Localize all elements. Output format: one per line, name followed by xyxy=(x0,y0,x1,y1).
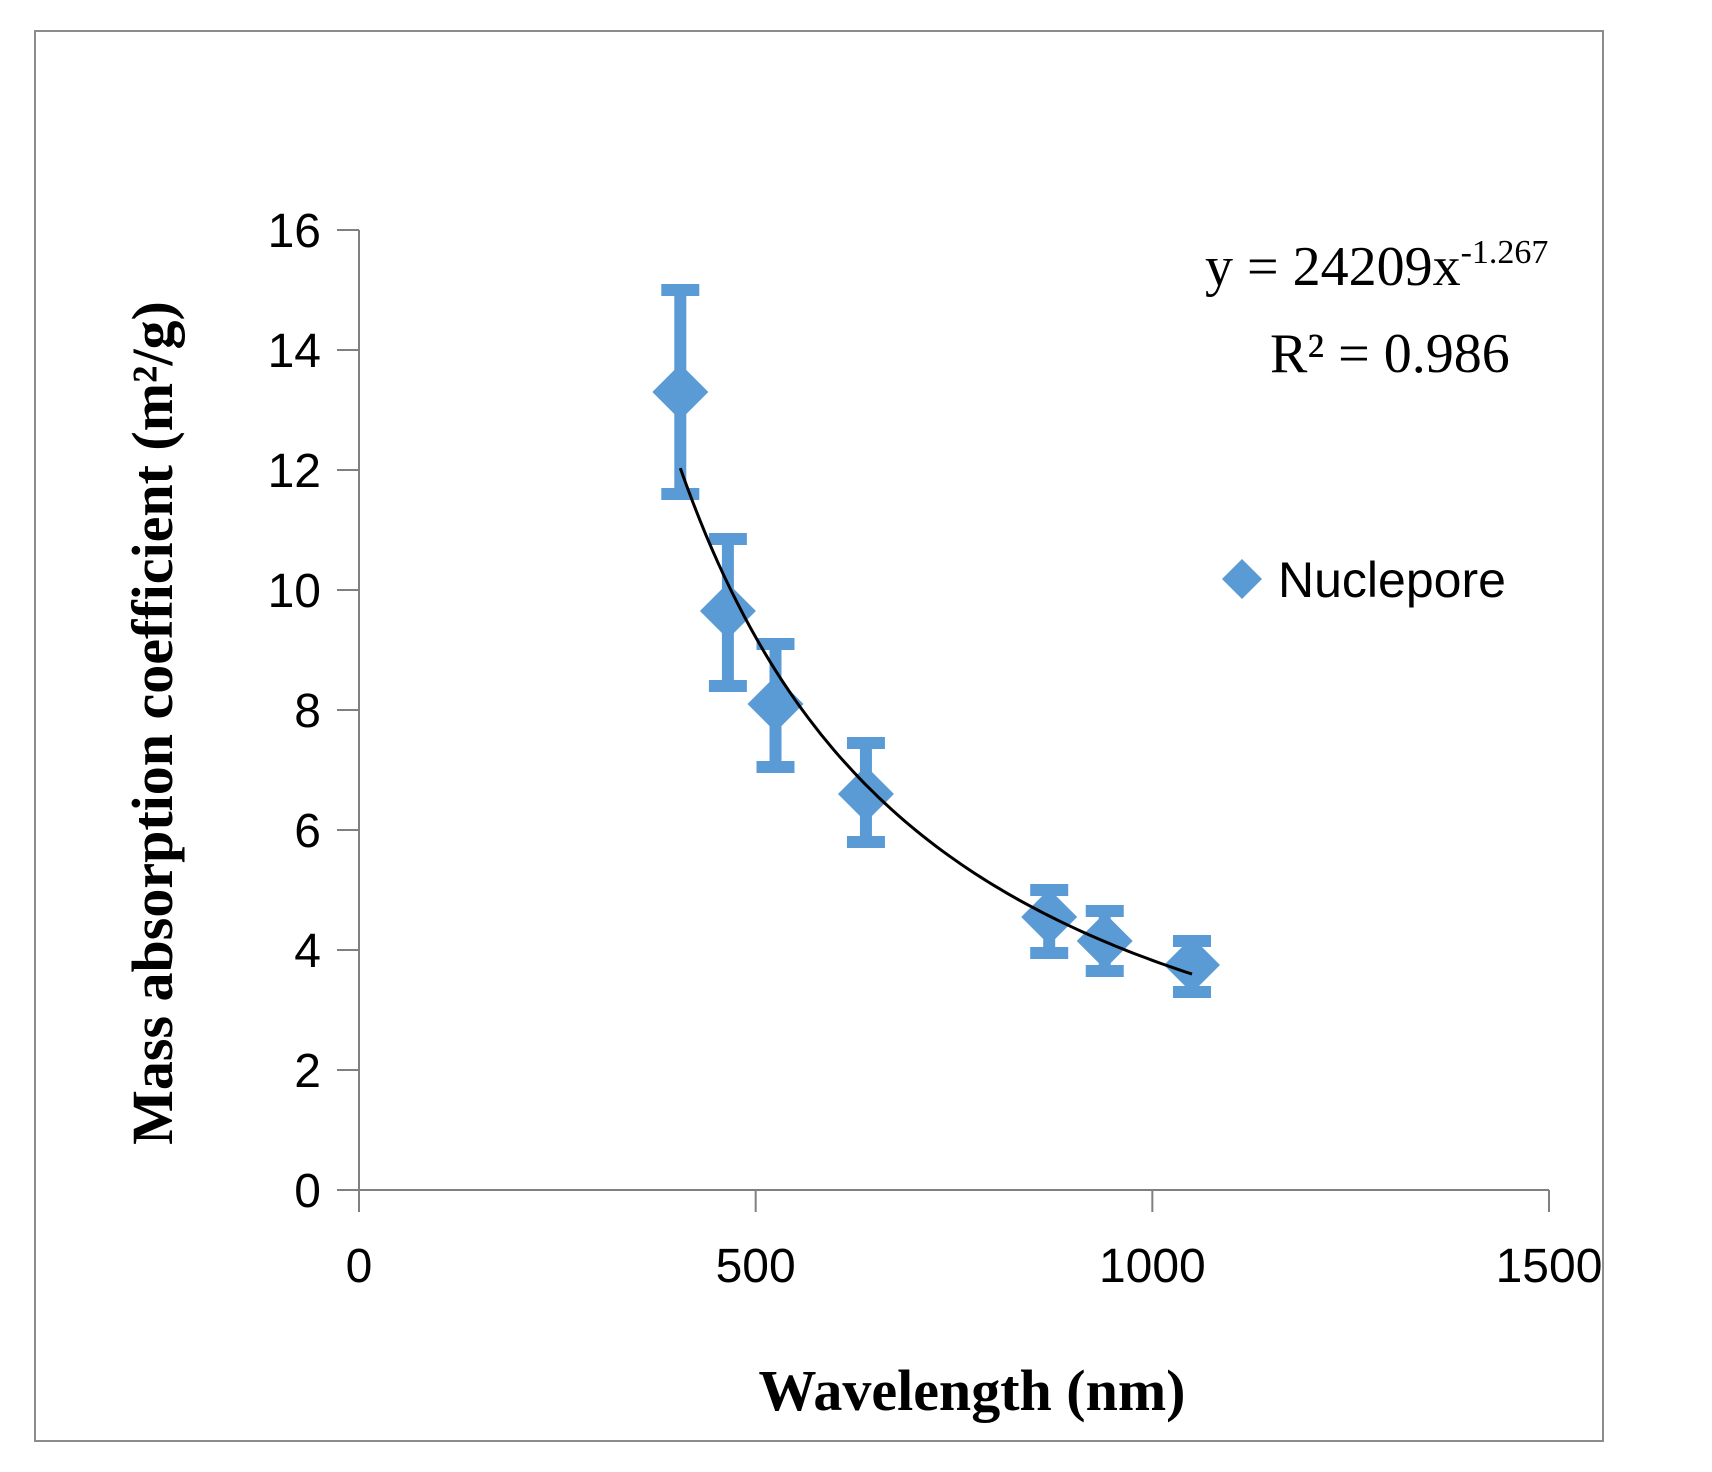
power-trendline xyxy=(678,467,1193,976)
y-tick-label: 10 xyxy=(268,565,321,618)
y-tick-label: 12 xyxy=(268,445,321,498)
y-tick-label: 8 xyxy=(294,685,321,738)
x-ticks: 0 500 1000 1500 xyxy=(346,1190,1603,1293)
x-tick-label: 500 xyxy=(716,1240,796,1293)
data-point-marker xyxy=(652,364,709,420)
y-tick-label: 0 xyxy=(294,1165,321,1218)
equation-exponent: -1.267 xyxy=(1461,234,1549,271)
y-tick-label: 16 xyxy=(268,205,321,258)
y-ticks: 0 2 4 6 8 10 12 14 16 xyxy=(268,205,359,1218)
error-bars xyxy=(661,284,1211,998)
x-tick-label: 1000 xyxy=(1099,1240,1206,1293)
y-tick-label: 2 xyxy=(294,1045,321,1098)
legend: Nuclepore xyxy=(1222,552,1506,608)
y-tick-label: 4 xyxy=(294,925,321,978)
r-squared-label: R² = 0.986 xyxy=(1270,323,1510,385)
data-point-marker xyxy=(699,583,756,639)
trendline-equation: y = 24209x-1.267 xyxy=(1205,234,1548,298)
x-tick-label: 0 xyxy=(346,1240,373,1293)
chart-frame xyxy=(34,30,1604,1442)
data-point-marker xyxy=(837,766,894,822)
x-tick-label: 1500 xyxy=(1496,1240,1603,1293)
data-point-marker xyxy=(1164,937,1220,993)
data-point-marker xyxy=(747,676,804,732)
y-axis-title: Mass absorption coefficient (m²/g) xyxy=(120,301,185,1145)
data-markers xyxy=(652,364,1220,993)
x-axis-title: Wavelength (nm) xyxy=(759,1358,1186,1423)
legend-marker-diamond xyxy=(1222,559,1262,599)
legend-label-nuclepore: Nuclepore xyxy=(1278,552,1506,608)
y-tick-label: 6 xyxy=(294,805,321,858)
y-tick-label: 14 xyxy=(268,325,321,378)
equation-base: y = 24209x xyxy=(1205,236,1461,298)
